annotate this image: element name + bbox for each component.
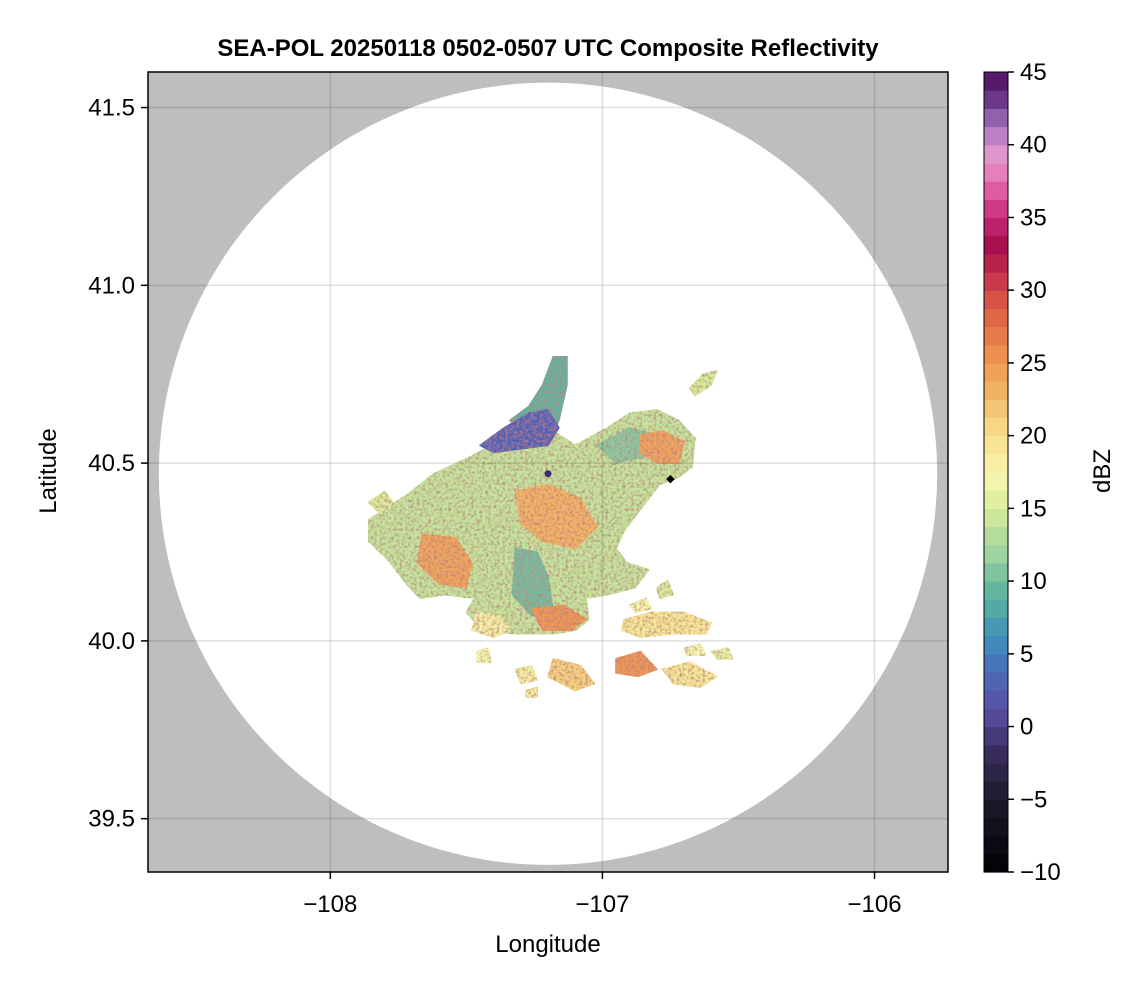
- colorbar-segment: [984, 72, 1008, 91]
- x-tick-label: −108: [303, 891, 357, 918]
- colorbar-label: dBZ: [1089, 449, 1116, 493]
- echo-cell-10: [525, 686, 538, 699]
- colorbar-segment: [984, 544, 1008, 564]
- colorbar-segment: [984, 708, 1008, 728]
- colorbar-segment: [984, 781, 1008, 800]
- colorbar-segment: [984, 181, 1008, 200]
- echo-cell-1: [547, 657, 596, 692]
- colorbar-segment: [984, 744, 1008, 764]
- colorbar-segment: [984, 144, 1008, 164]
- colorbar-tick-label: 45: [1020, 59, 1047, 86]
- echo-cell-9: [656, 579, 674, 599]
- echo-orange-south: [530, 604, 587, 631]
- chart-title: SEA-POL 20250118 0502-0507 UTC Composite…: [217, 35, 879, 62]
- echo-cell-2: [615, 650, 658, 678]
- radar-location-marker: [544, 470, 552, 478]
- colorbar-segment: [984, 253, 1008, 273]
- colorbar-tick-label: 5: [1020, 641, 1033, 668]
- echo-cell-6: [476, 647, 492, 663]
- echo-east-cell: [688, 369, 718, 397]
- plot-area: [147, 71, 949, 873]
- colorbar-segment: [984, 435, 1008, 455]
- y-tick-label: 40.5: [88, 450, 135, 477]
- colorbar-segment: [984, 453, 1008, 473]
- colorbar-tick-label: 10: [1020, 568, 1047, 595]
- colorbar-segment: [984, 344, 1008, 364]
- point-marker-diamond: [666, 474, 675, 484]
- plot-frame: [147, 71, 949, 873]
- echo-cell-8: [628, 597, 653, 614]
- colorbar-tick-label: 0: [1020, 714, 1033, 741]
- y-tick-label: 39.5: [88, 806, 135, 833]
- colorbar-segment: [984, 562, 1008, 582]
- colorbar-tick-label: 25: [1020, 350, 1047, 377]
- reflectivity-echoes: [367, 355, 734, 699]
- echo-west-finger: [367, 490, 397, 514]
- colorbar-segment: [984, 235, 1008, 255]
- colorbar-tick-label: 20: [1020, 423, 1047, 450]
- colorbar-segment: [984, 272, 1008, 291]
- colorbar-segment: [984, 508, 1008, 528]
- grid-lines: [148, 72, 948, 872]
- colorbar-segment: [984, 726, 1008, 746]
- colorbar-segment: [984, 635, 1008, 655]
- x-axis-label: Longitude: [495, 931, 600, 958]
- echo-band-south: [471, 611, 511, 639]
- x-axis-ticks: −108 −107 −106: [303, 872, 902, 918]
- colorbar-segment: [984, 472, 1008, 491]
- colorbar-segment: [984, 90, 1008, 109]
- colorbar-ticks: −10 −5 0 5 10 15 20 25 30 35 40 45: [1008, 59, 1061, 886]
- colorbar-tick-label: 15: [1020, 495, 1047, 522]
- echo-cell-7: [710, 647, 734, 660]
- colorbar-segment: [984, 199, 1008, 219]
- y-tick-label: 41.0: [88, 272, 135, 299]
- colorbar-segment: [984, 653, 1008, 673]
- colorbar-segment: [984, 326, 1008, 346]
- y-tick-label: 41.5: [88, 95, 135, 122]
- colorbar-segment: [984, 417, 1008, 437]
- colorbar-segment: [984, 762, 1008, 782]
- echo-blue-north: [479, 409, 560, 454]
- echo-band-se: [620, 611, 713, 639]
- echo-orange-sw: [416, 533, 473, 589]
- colorbar-segment: [984, 672, 1008, 691]
- colorbar-segment: [984, 526, 1008, 546]
- colorbar-segment: [984, 490, 1008, 509]
- x-tick-label: −107: [575, 891, 629, 918]
- colorbar-segment: [984, 126, 1008, 146]
- colorbar-segment: [984, 853, 1008, 873]
- echo-orange-center: [514, 483, 598, 550]
- colorbar-segment: [984, 399, 1008, 419]
- colorbar-tick-label: 35: [1020, 204, 1047, 231]
- colorbar-segment: [984, 835, 1008, 855]
- colorbar-segment: [984, 162, 1008, 182]
- y-axis-ticks: 39.5 40.0 40.5 41.0 41.5: [88, 95, 148, 833]
- echo-cell-3: [661, 661, 718, 688]
- colorbar-segment: [984, 290, 1008, 309]
- echo-cell-4: [514, 665, 538, 685]
- echo-orange-ne: [639, 430, 685, 464]
- colorbar-segment: [984, 817, 1008, 837]
- colorbar-segment: [984, 362, 1008, 382]
- colorbar-segment: [984, 381, 1008, 400]
- y-tick-label: 40.0: [88, 628, 135, 655]
- colorbar-segment: [984, 690, 1008, 709]
- colorbar-tick-label: 30: [1020, 277, 1047, 304]
- colorbar-frame: [983, 71, 1009, 873]
- colorbar-segment: [984, 799, 1008, 819]
- colorbar: [983, 71, 1009, 873]
- colorbar-segment: [984, 599, 1008, 619]
- x-tick-label: −106: [847, 891, 901, 918]
- colorbar-tick-label: 40: [1020, 132, 1047, 159]
- colorbar-tick-label: −10: [1020, 859, 1061, 886]
- echo-cell-5: [683, 643, 707, 656]
- colorbar-segment: [984, 308, 1008, 328]
- y-axis-label: Latitude: [35, 428, 62, 513]
- colorbar-segment: [984, 217, 1008, 237]
- colorbar-segment: [984, 617, 1008, 637]
- colorbar-segment: [984, 108, 1008, 128]
- colorbar-segment: [984, 581, 1008, 600]
- colorbar-tick-label: −5: [1020, 786, 1047, 813]
